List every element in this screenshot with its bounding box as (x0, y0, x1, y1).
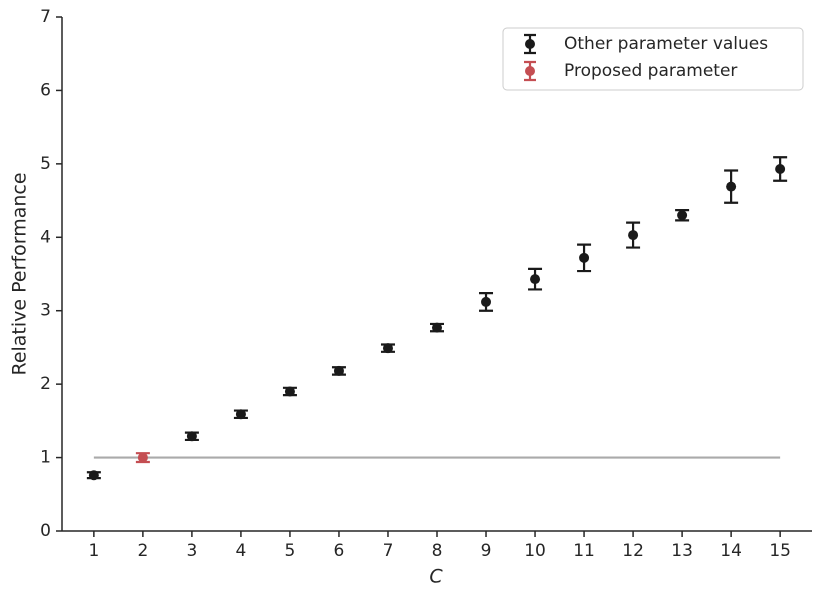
data-point (432, 322, 442, 333)
x-tick-label: 4 (236, 541, 247, 561)
data-point (481, 296, 492, 307)
legend-box (502, 27, 804, 91)
data-point (628, 230, 639, 241)
x-tick-label: 10 (524, 541, 546, 561)
legend-label: Proposed parameter (564, 61, 737, 81)
x-tick-label: 9 (481, 541, 492, 561)
data-point (726, 181, 737, 192)
x-tick-label: 14 (720, 541, 742, 561)
data-point (333, 365, 344, 376)
x-tick-label: 6 (334, 541, 345, 561)
data-point (284, 386, 295, 397)
x-tick-label: 2 (137, 541, 148, 561)
y-tick-label: 6 (40, 80, 51, 100)
x-tick-label: 13 (671, 541, 693, 561)
y-axis-label: Relative Performance (9, 172, 31, 375)
data-point (186, 431, 197, 442)
x-tick-label: 7 (383, 541, 394, 561)
y-tick-label: 5 (40, 154, 51, 174)
y-tick-label: 3 (40, 301, 51, 321)
legend: Other parameter values Proposed parameter (502, 27, 804, 91)
y-tick-label: 2 (40, 374, 51, 394)
data-point (775, 163, 786, 174)
x-tick-label: 8 (432, 541, 443, 561)
data-point (579, 252, 590, 263)
x-tick-label: 12 (622, 541, 644, 561)
data-point (677, 210, 688, 221)
data-point (235, 409, 246, 420)
x-tick-label: 11 (573, 541, 595, 561)
x-tick-label: 5 (285, 541, 296, 561)
x-axis-label: C (429, 566, 443, 588)
data-point (88, 470, 99, 481)
y-tick-label: 7 (40, 7, 51, 27)
x-tick-label: 15 (769, 541, 791, 561)
x-tick-label: 1 (88, 541, 99, 561)
data-point (530, 274, 541, 285)
legend-label: Other parameter values (564, 34, 768, 54)
data-point (382, 343, 393, 354)
y-tick-label: 1 (40, 448, 51, 468)
x-tick-label: 3 (186, 541, 197, 561)
legend-marker-dot (525, 66, 535, 76)
legend-marker-dot (525, 39, 535, 49)
data-point (137, 452, 148, 463)
y-tick-label: 4 (40, 227, 51, 247)
y-tick-label: 0 (40, 521, 51, 541)
